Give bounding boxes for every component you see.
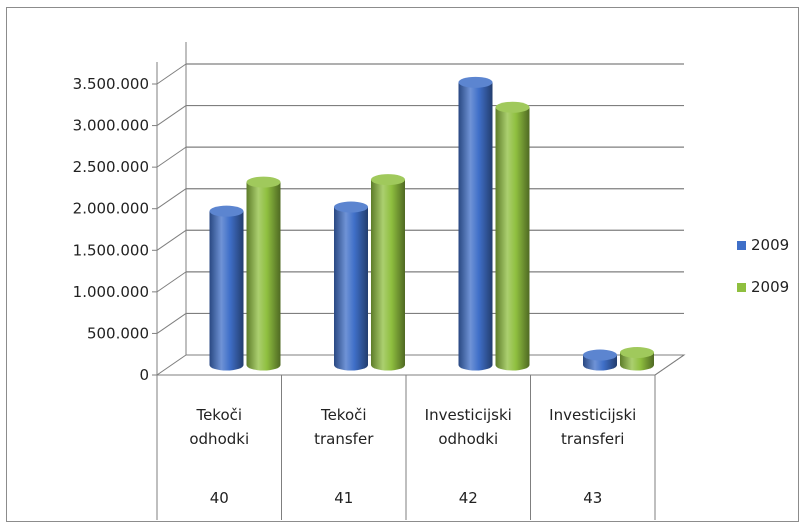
legend-label: 2009 — [751, 236, 789, 254]
y-tick-label: 1.000.000 — [73, 283, 149, 301]
category-label: Tekoči — [320, 406, 367, 424]
bars — [209, 76, 654, 371]
gridline-side — [156, 229, 187, 251]
bar-2-series-2 — [371, 174, 405, 371]
y-tick-label: 3.000.000 — [73, 117, 149, 135]
bar-top — [371, 174, 405, 186]
bar-top — [620, 347, 654, 359]
bar-body — [371, 179, 405, 371]
gridline-side — [156, 105, 187, 126]
category-code: 41 — [334, 489, 353, 507]
gridline-side — [156, 271, 187, 293]
legend: 2009 2009 — [737, 236, 789, 296]
bar-4-series-1 — [583, 349, 617, 371]
legend-label: 2009 — [751, 278, 789, 296]
category-label: Investicijski — [425, 406, 512, 424]
bar-top — [334, 201, 368, 213]
gridline-side — [156, 313, 187, 334]
bar-top — [583, 349, 617, 361]
category-code: 40 — [210, 489, 229, 507]
y-tick-label: 3.500.000 — [73, 75, 149, 93]
category-code: 42 — [459, 489, 478, 507]
bar-4-series-2 — [620, 347, 654, 371]
bar-2-series-1 — [334, 201, 368, 371]
category-label: Investicijski — [549, 406, 636, 424]
gridline-side — [156, 63, 187, 85]
bar-3-series-1 — [458, 76, 493, 371]
category-label: odhodki — [189, 430, 249, 448]
floor-right-edge — [654, 354, 685, 376]
bar-top — [495, 101, 530, 113]
bar-body — [334, 207, 368, 371]
gridline-side — [156, 146, 187, 168]
category-label: Tekoči — [195, 406, 242, 424]
bar-top — [209, 205, 244, 217]
bar-1-series-2 — [246, 176, 281, 371]
y-tick-label: 0 — [139, 366, 149, 384]
bar-body — [209, 211, 244, 371]
bar-top — [246, 176, 281, 188]
category-axis: Tekoči odhodki 40 Tekoči transfer 41 Investici… — [156, 375, 656, 520]
bar-1-series-1 — [209, 205, 244, 371]
y-tick-label: 1.500.000 — [73, 241, 149, 259]
legend-swatch — [737, 283, 746, 292]
category-label: transferi — [561, 430, 624, 448]
y-tick-label: 2.500.000 — [73, 158, 149, 176]
bar-top — [458, 76, 493, 88]
y-tick-labels: 0 500.000 1.000.000 1.500.000 2.000.000 2.500… — [73, 75, 149, 384]
gridline-side — [156, 188, 187, 210]
bar-body — [495, 107, 530, 371]
y-tick-label: 2.000.000 — [73, 200, 149, 218]
category-label: transfer — [314, 430, 374, 448]
bar-body — [246, 182, 281, 371]
bar-3-series-2 — [495, 101, 530, 371]
category-code: 43 — [583, 489, 602, 507]
legend-swatch — [737, 241, 746, 250]
bar-body — [458, 82, 493, 371]
category-label: odhodki — [438, 430, 498, 448]
y-tick-label: 500.000 — [87, 324, 149, 342]
